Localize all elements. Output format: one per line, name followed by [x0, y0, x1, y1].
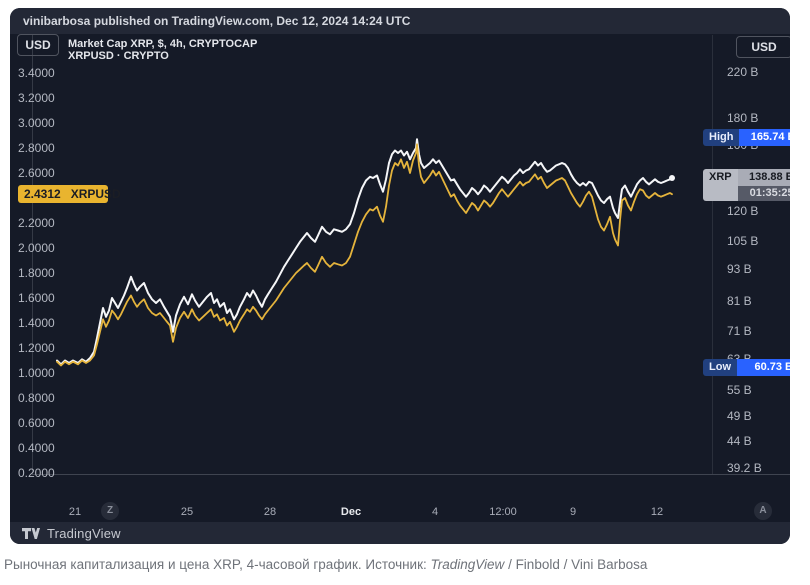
left-axis-tick: 1.4000 — [18, 315, 55, 330]
left-axis-tick: 3.2000 — [18, 90, 55, 105]
right-axis-tick: 71 B — [727, 324, 752, 339]
symbol-title-line1: Market Cap XRP, $, 4h, CRYPTOCAP — [68, 38, 258, 50]
right-axis-tick: 44 B — [727, 434, 752, 449]
time-axis-tick: 12:00 — [489, 506, 517, 518]
last-point-marker — [669, 175, 675, 181]
chart-pane[interactable] — [10, 8, 790, 544]
series-line — [56, 143, 673, 367]
right-axis-tick: 93 B — [727, 262, 752, 277]
time-axis-tick: Dec — [340, 506, 362, 518]
right-axis-tick: 220 B — [727, 64, 759, 79]
timezone-button[interactable]: Z — [101, 502, 119, 520]
last-price-symbol: XRPUSD — [70, 187, 121, 202]
left-axis-tick: 3.4000 — [18, 65, 55, 80]
footer-bar: TradingView — [10, 522, 790, 544]
left-axis-tick: 0.4000 — [18, 440, 55, 455]
caption-suffix: / Finbold / Vini Barbosa — [504, 557, 648, 572]
published-text: vinibarbosa published on TradingView.com… — [23, 14, 411, 28]
right-axis-tick: 120 B — [727, 203, 759, 218]
left-axis-tick: 0.2000 — [18, 465, 55, 480]
right-axis-tick: 105 B — [727, 234, 759, 249]
left-axis-tick: 0.6000 — [18, 415, 55, 430]
right-axis-tick: 55 B — [727, 382, 752, 397]
time-axis-tick: 28 — [263, 506, 277, 518]
left-axis-tick: 3.0000 — [18, 115, 55, 130]
time-axis-tick: 25 — [180, 506, 194, 518]
high-badge-label: High — [703, 128, 740, 146]
auto-scale-button[interactable]: A — [754, 502, 772, 520]
left-scale-currency-button[interactable]: USD — [17, 34, 59, 56]
low-badge-label: Low — [703, 359, 737, 377]
time-axis-tick: 21 — [68, 506, 82, 518]
right-axis-tick: 39.2 B — [727, 460, 762, 475]
left-axis-tick: 1.2000 — [18, 340, 55, 355]
xrp-badge-countdown: 01:35:25 — [737, 186, 790, 202]
left-axis-tick: 1.0000 — [18, 365, 55, 380]
time-axis-tick: 12 — [650, 506, 664, 518]
tradingview-logo-icon — [22, 527, 40, 539]
low-badge-value: 60.73 B — [737, 359, 790, 377]
pane-right-border — [712, 35, 713, 474]
time-axis-separator — [32, 474, 790, 475]
left-axis-tick: 0.8000 — [18, 390, 55, 405]
left-axis-tick: 1.8000 — [18, 265, 55, 280]
left-axis-tick: 2.2000 — [18, 215, 55, 230]
high-badge: High 165.74 B — [703, 128, 790, 146]
right-scale-currency-button[interactable]: USD — [736, 36, 790, 58]
symbol-title-line2: XRPUSD · CRYPTO — [68, 50, 169, 62]
published-bar: vinibarbosa published on TradingView.com… — [10, 8, 790, 34]
last-price-label: 2.4312 XRPUSD — [18, 185, 121, 204]
xrp-badge-value: 138.88 B — [737, 169, 790, 187]
high-badge-value: 165.74 B — [739, 128, 790, 146]
right-axis-tick: 180 B — [727, 110, 759, 125]
xrp-market-cap-badge: XRP 138.88 B 01:35:25 — [703, 169, 790, 202]
xrp-badge-label: XRP — [703, 169, 738, 202]
caption-prefix: Рыночная капитализация и цена XRP, 4-час… — [4, 557, 431, 572]
caption-source: TradingView — [430, 557, 505, 572]
time-axis-tick: 9 — [569, 506, 577, 518]
right-axis-tick: 49 B — [727, 409, 752, 424]
left-axis-tick: 2.0000 — [18, 240, 55, 255]
series-line — [56, 138, 673, 366]
image-caption: Рыночная капитализация и цена XRP, 4-час… — [4, 557, 806, 572]
right-axis-tick: 81 B — [727, 293, 752, 308]
footer-brand-text: TradingView — [47, 525, 121, 541]
last-price-value: 2.4312 — [24, 187, 61, 202]
tradingview-snapshot-card: 3.4000 3.2000 3.0000 2.8000 2.6000 2.2000 2.00… — [10, 8, 790, 544]
low-badge: Low 60.73 B — [703, 359, 790, 377]
left-axis-tick: 2.8000 — [18, 140, 55, 155]
left-axis-tick: 2.6000 — [18, 165, 55, 180]
left-axis-tick: 1.6000 — [18, 290, 55, 305]
pane-left-border — [32, 35, 33, 474]
time-axis-tick: 4 — [431, 506, 439, 518]
